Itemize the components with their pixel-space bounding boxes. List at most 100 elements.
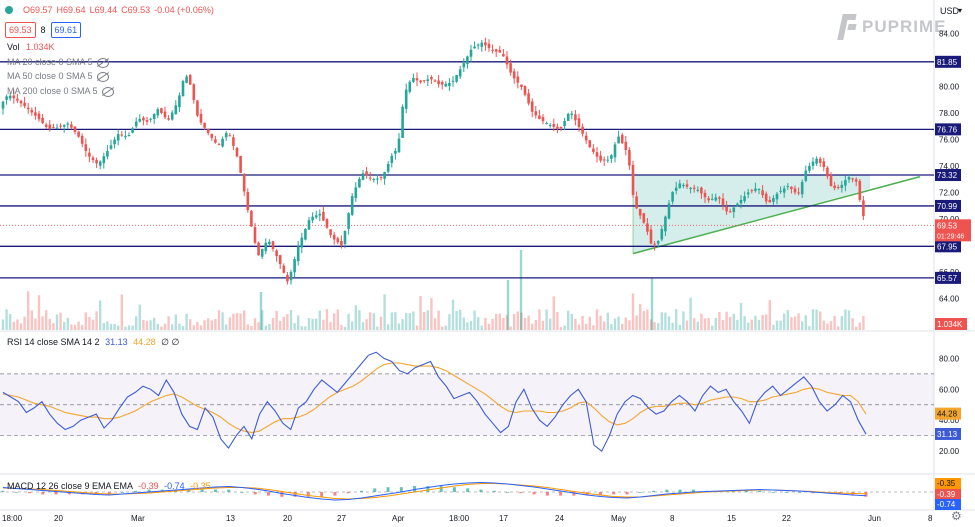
candle-body — [44, 124, 48, 127]
volume-bar — [451, 299, 455, 330]
volume-bar — [491, 318, 494, 330]
candle-body — [509, 63, 512, 73]
volume-bar — [102, 322, 105, 330]
candle-body — [156, 109, 160, 116]
candle-body — [847, 177, 851, 180]
volume-bar — [678, 324, 681, 330]
time-tick-label: Jun — [868, 514, 881, 523]
macd-histogram-bar — [267, 492, 271, 496]
macd-histogram-bar — [54, 492, 58, 495]
candle-body — [307, 220, 311, 230]
candle-body — [203, 122, 206, 128]
signal-value: -0.35 — [190, 481, 211, 491]
volume-bar — [588, 316, 591, 330]
hidden-eye-icon[interactable] — [96, 71, 109, 82]
candle-body — [520, 84, 523, 87]
volume-bar — [192, 325, 195, 330]
candle-body — [800, 181, 804, 195]
candlesticks — [1, 37, 865, 285]
candle-body — [793, 188, 797, 193]
volume-bar — [48, 318, 51, 330]
candle-body — [631, 164, 635, 195]
volume-bar — [196, 322, 199, 330]
triangle-fill — [633, 175, 870, 254]
time-tick-label: 15 — [727, 514, 736, 523]
chevron-down-icon[interactable]: ▾ — [958, 6, 963, 15]
macd-histogram-bar — [306, 492, 310, 497]
volume-bar — [124, 326, 127, 330]
volume-bar — [851, 318, 854, 330]
volume-bar — [574, 318, 577, 330]
candle-body — [563, 121, 566, 127]
macd-histogram-bar — [386, 487, 390, 492]
candle-body — [682, 184, 685, 186]
candle-body — [484, 42, 487, 46]
ma20-legend[interactable]: MA 20 close 0 SMA 5 — [7, 56, 109, 68]
candle-body — [430, 76, 433, 80]
sell-button[interactable]: 69.53 — [5, 22, 36, 38]
candle-body — [732, 207, 736, 213]
candle-body — [329, 229, 332, 235]
grid — [0, 0, 975, 511]
candle-body — [19, 100, 23, 104]
buy-button[interactable]: 69.61 — [50, 22, 82, 38]
volume-bar — [19, 323, 23, 330]
volume-bar — [271, 318, 275, 330]
candle-body — [584, 135, 588, 141]
candle-body — [383, 172, 386, 179]
volume-bar — [779, 320, 782, 330]
candle-body — [613, 144, 617, 158]
candle-body — [48, 124, 52, 129]
macd-histogram-bar — [253, 492, 257, 495]
candle-body — [480, 42, 484, 47]
candle-body — [700, 187, 703, 194]
candle-body — [174, 105, 178, 115]
candle-body — [127, 134, 131, 136]
volume-bar — [243, 310, 246, 330]
volume-bar — [502, 317, 505, 330]
volume-bar — [405, 313, 408, 330]
volume-bars — [1, 250, 865, 330]
gear-icon[interactable]: ⚙ — [951, 509, 962, 523]
rsi-badge-label: 31.13 — [937, 430, 958, 439]
volume-bar — [228, 317, 231, 330]
volume-bar — [621, 323, 624, 330]
volume-bar — [444, 325, 447, 330]
volume-bar — [650, 278, 654, 330]
volume-bar — [498, 313, 501, 330]
candle-body — [214, 139, 217, 143]
bid-ask-row: 69.53 8 69.61 — [5, 22, 82, 38]
candle-body — [120, 134, 124, 136]
spread-value: 8 — [40, 25, 46, 35]
macd-histogram-bar — [559, 492, 563, 496]
currency-label[interactable]: USD — [940, 6, 960, 16]
candle-body — [30, 109, 34, 113]
volume-bar — [351, 321, 354, 330]
current-price-badge — [935, 219, 971, 242]
candle-body — [826, 167, 829, 177]
candle-body — [808, 165, 811, 171]
ma50-legend[interactable]: MA 50 close 0 SMA 5 — [7, 70, 109, 82]
candle-body — [350, 196, 354, 215]
candle-body — [23, 102, 26, 107]
volume-bar — [793, 316, 797, 330]
candle-body — [764, 193, 768, 202]
macd-histogram-bar — [320, 492, 324, 497]
candle-body — [642, 213, 646, 223]
candle-body — [250, 210, 253, 227]
time-tick-label: 20 — [283, 514, 292, 523]
ma200-label: MA 200 close 0 SMA 5 — [7, 86, 98, 96]
volume-bar — [441, 326, 444, 330]
ma200-legend[interactable]: MA 200 close 0 SMA 5 — [7, 85, 114, 97]
time-tick-label: 22 — [782, 514, 791, 523]
volume-bar — [527, 315, 530, 330]
hidden-eye-icon[interactable] — [101, 86, 114, 97]
volume-bar — [239, 313, 242, 330]
rsi-ma-line — [2, 362, 867, 434]
macd-histogram-bar — [758, 490, 762, 492]
candle-body — [73, 126, 77, 132]
hidden-eye-icon[interactable] — [96, 57, 109, 68]
candle-body — [170, 112, 174, 120]
candle-body — [851, 178, 854, 180]
candle-body — [109, 145, 113, 149]
